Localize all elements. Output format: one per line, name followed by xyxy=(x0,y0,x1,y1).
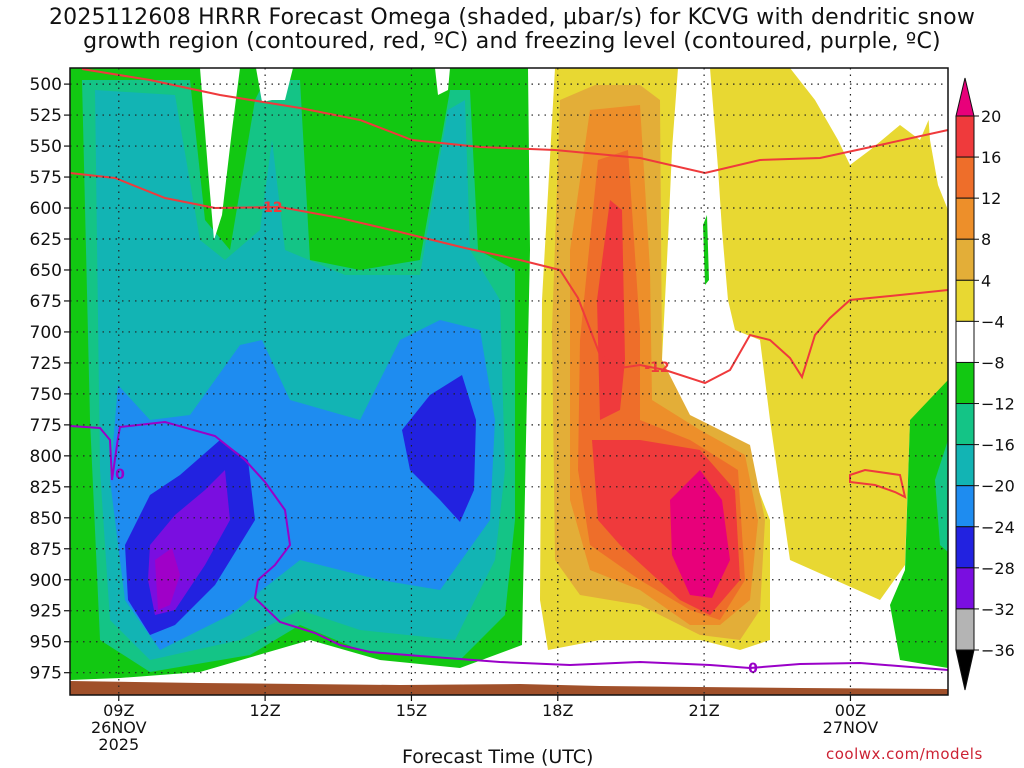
colorbar-tick-label: −20 xyxy=(981,477,1015,496)
shade-neg20-region-2 xyxy=(402,375,476,522)
colorbar-bin xyxy=(955,444,975,487)
x-tick-label: 15Z xyxy=(396,701,427,720)
y-tick-label: 775 xyxy=(30,416,62,436)
shade-neg8-region-right xyxy=(935,440,948,552)
x-tick-label: 21Z xyxy=(688,701,719,720)
colorbar-tick-label: −12 xyxy=(981,395,1015,414)
y-tick-label: 800 xyxy=(30,447,62,467)
shade-neg4-region-right xyxy=(890,380,948,668)
colorbar-bin xyxy=(955,608,975,651)
colorbar-bin xyxy=(955,197,975,240)
contour-labels: -12 -12 0 0 xyxy=(115,200,758,677)
contour-minus12-upper xyxy=(81,68,949,175)
colorbar-tick-label: 8 xyxy=(981,230,991,249)
y-tick-label: 925 xyxy=(30,602,62,622)
contour-label: -12 xyxy=(644,360,669,376)
y-tick-label: 850 xyxy=(30,509,62,529)
shade-gap-1 xyxy=(200,68,240,240)
y-tick-label: 875 xyxy=(30,540,62,560)
x-tick-label: 18Z xyxy=(542,701,573,720)
colorbar-bin xyxy=(955,238,975,281)
shade-gap-2 xyxy=(256,68,293,102)
colorbar-top-arrow xyxy=(955,77,975,117)
plot-frame xyxy=(69,67,949,696)
shade-gap-3 xyxy=(435,68,450,95)
y-tick-label: 700 xyxy=(30,323,62,343)
chart-title: 2025112608 HRRR Forecast Omega (shaded, … xyxy=(0,6,1024,54)
ground-surface xyxy=(70,681,948,695)
y-tick-label: 825 xyxy=(30,478,62,498)
colorbar-tick-label: 12 xyxy=(981,189,1001,208)
colorbar-tick-label: −36 xyxy=(981,641,1015,660)
x-axis-title: Forecast Time (UTC) xyxy=(402,746,594,768)
y-tick-label: 650 xyxy=(30,261,62,281)
colorbar-bin xyxy=(955,361,975,405)
colorbar-bin xyxy=(955,485,975,528)
y-tick-label: 600 xyxy=(30,199,62,219)
colorbar-tick-label: −28 xyxy=(981,559,1015,578)
colorbar-bin xyxy=(955,320,975,363)
y-tick-label: 900 xyxy=(30,571,62,591)
colorbar-bottom-arrow xyxy=(955,649,975,691)
source-credit: coolwx.com/models xyxy=(826,745,983,763)
y-axis: 500 525 550 575 600 625 650 675 700 725 750 775 800 8… xyxy=(30,75,70,684)
colorbar-tick-label: 20 xyxy=(981,107,1001,126)
x-tick-label: 09Z xyxy=(103,701,134,720)
y-tick-label: 525 xyxy=(30,106,62,126)
y-tick-label: 550 xyxy=(30,137,62,157)
shade-neg4-spike xyxy=(703,215,709,285)
x-tick-label: 2025 xyxy=(98,735,139,754)
contour-label: 0 xyxy=(748,661,758,677)
x-tick-label: 00Z xyxy=(835,701,866,720)
grid-lines xyxy=(70,68,948,695)
shade-gap-4 xyxy=(790,68,948,165)
contour-minus12-lower xyxy=(69,172,949,385)
omega-shading xyxy=(70,68,948,680)
y-tick-label: 725 xyxy=(30,354,62,374)
shade-pos20-region xyxy=(597,200,625,420)
colorbar-tick-label: −32 xyxy=(981,600,1015,619)
y-tick-label: 625 xyxy=(30,230,62,250)
contour-label: 0 xyxy=(115,467,125,483)
shade-neg28-region xyxy=(155,548,180,610)
y-tick-label: 675 xyxy=(30,292,62,312)
colorbar-bin xyxy=(955,279,975,322)
colorbar-tick-label: −4 xyxy=(981,312,1005,331)
colorbar-bin xyxy=(955,403,975,446)
colorbar-bin xyxy=(955,156,975,199)
shade-gap-5 xyxy=(925,68,948,210)
colorbar: 20 16 12 8 4 −4 −8 −12 −16 −20 −24 −28 −32 −36 xyxy=(955,77,1015,691)
colorbar-tick-label: −24 xyxy=(981,518,1015,537)
title-line-2: growth region (contoured, red, ºC) and f… xyxy=(83,29,941,54)
y-tick-label: 750 xyxy=(30,385,62,405)
snow-growth-contours xyxy=(69,68,949,499)
x-tick-label: 26NOV xyxy=(91,718,147,737)
x-tick-label: 12Z xyxy=(249,701,280,720)
colorbar-tick-label: −16 xyxy=(981,436,1015,455)
y-tick-label: 500 xyxy=(30,75,62,95)
colorbar-tick-label: 4 xyxy=(981,271,991,290)
title-line-1: 2025112608 HRRR Forecast Omega (shaded, … xyxy=(48,5,976,30)
colorbar-bin xyxy=(955,526,975,569)
colorbar-bin xyxy=(955,567,975,610)
contour-label: -12 xyxy=(257,200,282,216)
contour-minus12-loop xyxy=(849,468,907,499)
colorbar-tick-label: −8 xyxy=(981,353,1005,372)
colorbar-bin xyxy=(955,115,975,158)
y-tick-label: 950 xyxy=(30,633,62,653)
x-tick-label: 27NOV xyxy=(823,718,879,737)
y-tick-label: 575 xyxy=(30,168,62,188)
colorbar-tick-label: 16 xyxy=(981,148,1001,167)
shade-pos24-region xyxy=(670,470,730,598)
y-tick-label: 975 xyxy=(30,664,62,684)
